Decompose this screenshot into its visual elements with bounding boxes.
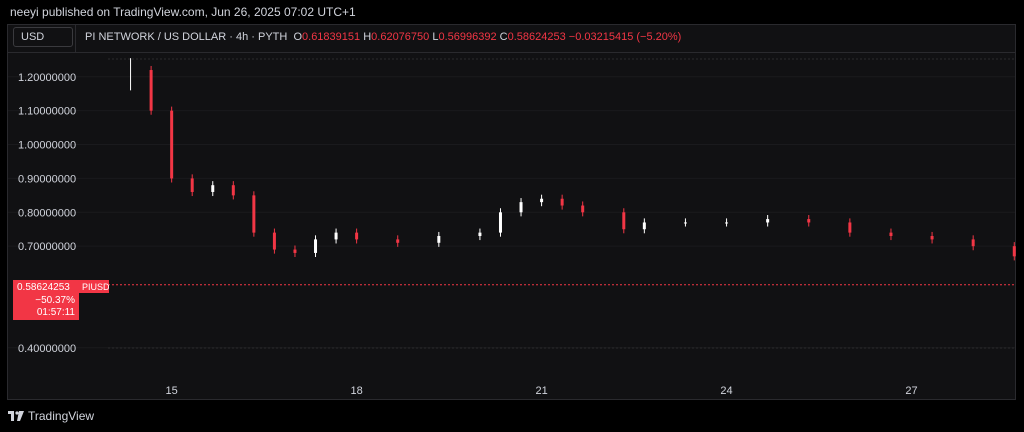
candle-body	[211, 185, 215, 192]
grid-lines	[8, 58, 1015, 349]
y-axis: 1.20000000 1.10000000 1.00000000 0.90000000…	[18, 72, 76, 355]
candle-body	[622, 212, 626, 230]
countdown-text: 01:57:11	[37, 307, 76, 318]
change-percent-text: −50.37%	[35, 295, 75, 306]
candle-body	[437, 236, 441, 243]
candle-body	[355, 232, 359, 240]
y-tick-label: 0.40000000	[18, 343, 76, 355]
brand-text: TradingView	[28, 409, 95, 423]
toolbar-vertical-divider	[75, 24, 76, 52]
last-price-label: 0.58624253 PIUSD −50.37% 01:57:11	[13, 280, 109, 320]
candle-body	[334, 232, 338, 240]
candle-body	[642, 222, 646, 230]
candle-body	[581, 205, 585, 213]
candle-body	[766, 219, 770, 223]
y-tick-label: 0.80000000	[18, 207, 76, 219]
ohlc-legend: PI NETWORK / US DOLLAR · 4h · PYTH O0.61…	[85, 31, 681, 43]
candle-body	[149, 70, 153, 111]
candle-body	[272, 232, 276, 250]
candle-body	[396, 239, 400, 243]
change-value: −0.03215415 (−5.20%)	[568, 31, 682, 43]
x-tick-label: 18	[350, 385, 362, 397]
last-price-text: 0.58624253	[17, 282, 70, 293]
candle-body	[971, 239, 975, 247]
publish-header: neeyi published on TradingView.com, Jun …	[0, 0, 1024, 24]
y-tick-label: 1.20000000	[18, 72, 76, 84]
tradingview-logo-icon	[8, 411, 24, 421]
close-value: 0.58624253	[507, 31, 566, 43]
y-tick-label: 0.70000000	[18, 241, 76, 253]
candle-body	[683, 222, 687, 224]
y-tick-label: 1.00000000	[18, 140, 76, 152]
candle-body	[725, 222, 729, 224]
candle-body	[498, 212, 502, 233]
open-key: O	[293, 31, 303, 43]
candle-body	[170, 110, 174, 179]
x-tick-label: 21	[535, 385, 547, 397]
ticker-text: PIUSD	[82, 282, 109, 292]
price-label-box	[13, 280, 79, 320]
published-text: neeyi published on TradingView.com, Jun …	[10, 5, 356, 19]
candle-body	[231, 185, 235, 196]
candle-body	[293, 249, 297, 253]
symbol-title[interactable]: PI NETWORK / US DOLLAR · 4h · PYTH	[85, 31, 288, 43]
candle-body	[519, 202, 523, 213]
high-key: H	[363, 31, 372, 43]
ticker-label-box	[79, 280, 109, 293]
candle-body	[889, 232, 893, 237]
high-value: 0.62076750	[371, 31, 430, 43]
candle-body	[478, 232, 482, 237]
candle-body	[1012, 246, 1016, 257]
x-tick-label: 27	[905, 385, 917, 397]
y-tick-label: 1.10000000	[18, 106, 76, 118]
close-key: C	[499, 31, 508, 43]
x-axis: 1518212427Jun4710131619222528	[166, 385, 918, 397]
x-tick-label: 24	[720, 385, 732, 397]
currency-button[interactable]: USD	[13, 27, 73, 47]
candle-body	[190, 178, 194, 192]
footer-branding: TradingView	[8, 409, 94, 423]
candles	[130, 58, 1016, 261]
candle-body	[540, 198, 544, 203]
candle-body	[848, 222, 852, 233]
candle-body	[807, 219, 811, 223]
candle-body	[314, 239, 318, 253]
open-value: 0.61839151	[302, 31, 361, 43]
x-tick-label: 15	[166, 385, 178, 397]
low-key: L	[432, 31, 439, 43]
low-value: 0.56996392	[438, 31, 497, 43]
candle-body	[930, 236, 934, 240]
candle-body	[252, 195, 256, 233]
y-tick-label: 0.90000000	[18, 173, 76, 185]
candle-body	[560, 198, 564, 206]
toolbar-divider	[7, 52, 1016, 53]
